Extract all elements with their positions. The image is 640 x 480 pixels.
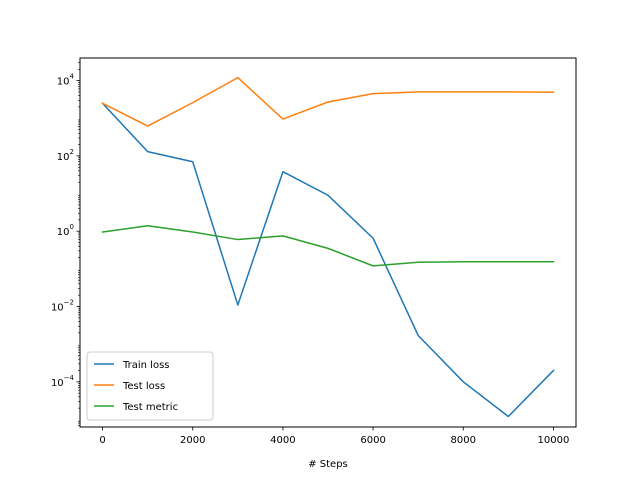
legend-label-0: Train loss — [122, 360, 170, 371]
y-axis: 104 102 100 10−2 10−4 — [51, 62, 80, 426]
legend-label-2: Test metric — [122, 402, 178, 413]
legend-label-1: Test loss — [122, 381, 165, 392]
x-tick-label: 8000 — [451, 435, 476, 446]
series-line-0 — [101, 102, 555, 418]
series-line-2 — [101, 224, 555, 267]
y-tick-label: 10−4 — [51, 374, 75, 389]
y-tick-label: 10−2 — [51, 299, 74, 314]
legend-box — [86, 351, 214, 421]
x-tick-label: 10000 — [538, 435, 570, 446]
x-axis-title: # Steps — [308, 459, 348, 470]
y-tick-label: 104 — [57, 73, 75, 88]
y-tick-label: 102 — [57, 148, 74, 163]
x-tick-label: 0 — [99, 435, 105, 446]
x-tick-label: 4000 — [270, 435, 295, 446]
legend: Train loss Test loss Test metric — [86, 351, 214, 421]
x-axis: 0 2000 4000 6000 8000 10000 — [99, 427, 569, 446]
x-tick-label: 6000 — [360, 435, 385, 446]
y-tick-label: 100 — [57, 223, 74, 238]
plot-area — [101, 76, 555, 418]
x-tick-label: 2000 — [180, 435, 205, 446]
series-line-1 — [101, 76, 555, 127]
